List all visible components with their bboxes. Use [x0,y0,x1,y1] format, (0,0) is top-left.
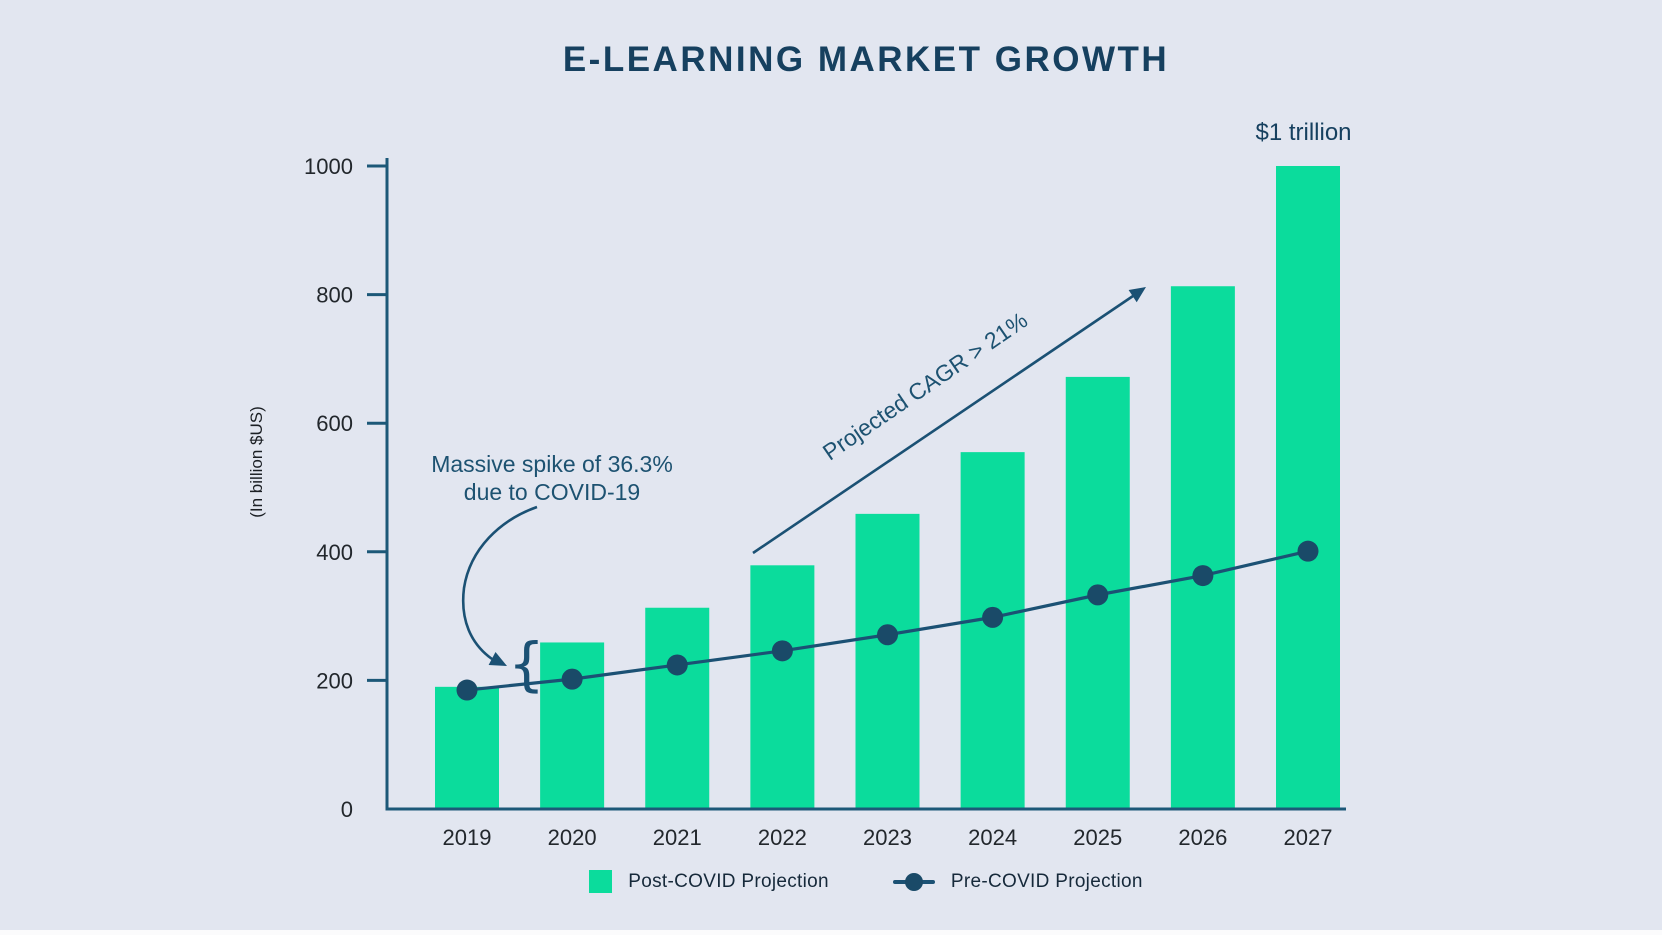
x-tick-label-2024: 2024 [968,825,1017,850]
pre-covid-dot-2026 [1192,565,1214,587]
spike-brace-icon: { [508,630,545,698]
y-tick-label-1000: 1000 [304,154,353,179]
chart-legend: Post-COVID Projection Pre-COVID Projecti… [387,870,1345,893]
bar-2019 [435,686,499,809]
pre-covid-dot-2019 [456,679,478,701]
green-square-icon [589,870,613,893]
y-tick-label-200: 200 [316,668,353,693]
legend-label-pre-covid: Pre-COVID Projection [950,870,1143,892]
y-tick-label-800: 800 [316,283,353,308]
spike-annotation-line2: due to COVID-19 [463,479,641,505]
bar-2026 [1170,286,1235,810]
bar-2023 [855,513,920,809]
bar-2021 [645,607,710,809]
bar-2020 [540,642,605,809]
chart-title: E-LEARNING MARKET GROWTH [562,40,1170,79]
x-tick-label-2020: 2020 [548,825,597,850]
bar-2024 [960,452,1025,809]
x-tick-label-2023: 2023 [863,825,912,850]
y-tick-label-600: 600 [316,411,353,436]
pre-covid-dot-2022 [771,640,793,662]
bottom-edge-strip [0,930,1662,935]
spike-annotation: Massive spike of 36.3% due to COVID-19 [382,450,722,506]
one-trillion-label: $1 trillion [1255,119,1352,146]
legend-item-post-covid: Post-COVID Projection [589,870,829,893]
pre-covid-dot-2023 [877,624,898,646]
legend-item-pre-covid: Pre-COVID Projection [892,870,1143,893]
pre-covid-dot-2021 [666,654,688,676]
pre-covid-dot-2027 [1297,540,1319,562]
x-tick-label-2027: 2027 [1284,825,1333,850]
spike-arrowhead-icon [488,652,507,666]
pre-covid-dot-2020 [561,668,583,690]
x-tick-label-2021: 2021 [653,825,702,850]
bar-2022 [750,565,815,809]
y-tick-label-0: 0 [341,797,353,822]
x-tick-label-2022: 2022 [758,825,807,850]
line-with-dot-icon [892,872,935,891]
spike-curved-arrow [461,505,538,661]
y-axis-title: (In billion $US) [247,406,266,518]
bar-2027 [1276,166,1340,809]
pre-covid-dot-2024 [982,606,1004,628]
pre-covid-dot-2025 [1087,584,1109,606]
x-tick-label-2025: 2025 [1073,825,1122,850]
spike-annotation-line1: Massive spike of 36.3% [431,451,673,477]
x-tick-label-2026: 2026 [1178,825,1227,850]
x-tick-label-2019: 2019 [443,825,492,850]
cagr-arrowhead-icon [1128,287,1146,303]
legend-label-post-covid: Post-COVID Projection [628,870,829,892]
cagr-arrow-shaft [752,294,1134,555]
y-tick-label-400: 400 [316,540,353,565]
